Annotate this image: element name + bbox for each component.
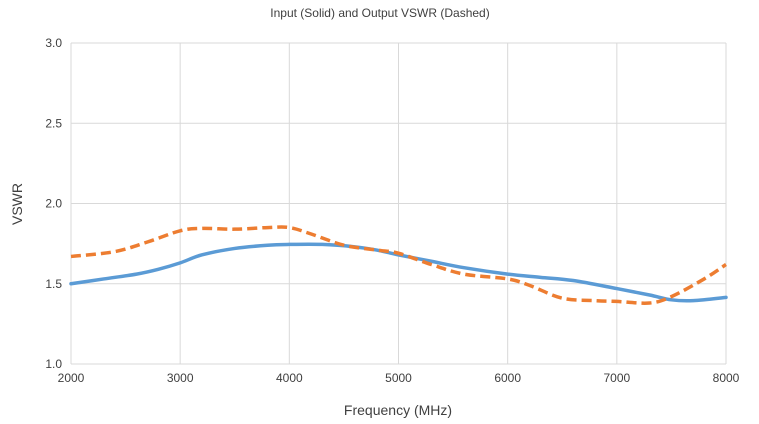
x-tick-label: 6000 xyxy=(494,371,521,385)
y-tick-label: 1.5 xyxy=(45,277,62,291)
output-vswr-line xyxy=(70,225,727,305)
grid xyxy=(70,42,727,365)
y-tick-label: 2.0 xyxy=(45,197,62,211)
y-tick-label: 2.5 xyxy=(45,116,62,130)
x-tick-label: 7000 xyxy=(603,371,630,385)
series-lines xyxy=(69,225,728,305)
x-tick-label: 5000 xyxy=(385,371,412,385)
y-axis-label: VSWR xyxy=(9,183,25,225)
x-tick-label: 3000 xyxy=(167,371,194,385)
x-tick-label: 2000 xyxy=(58,371,85,385)
chart-title: Input (Solid) and Output VSWR (Dashed) xyxy=(270,6,489,20)
y-axis-ticks: 1.0 1.5 2.0 2.5 3.0 xyxy=(45,36,62,371)
x-tick-label: 4000 xyxy=(276,371,303,385)
x-axis-label: Frequency (MHz) xyxy=(344,402,452,418)
x-axis-ticks: 2000 3000 4000 5000 6000 7000 8000 xyxy=(58,371,740,385)
y-tick-label: 1.0 xyxy=(45,357,62,371)
input-vswr-line xyxy=(69,242,728,303)
x-tick-label: 8000 xyxy=(713,371,740,385)
y-tick-label: 3.0 xyxy=(45,36,62,50)
